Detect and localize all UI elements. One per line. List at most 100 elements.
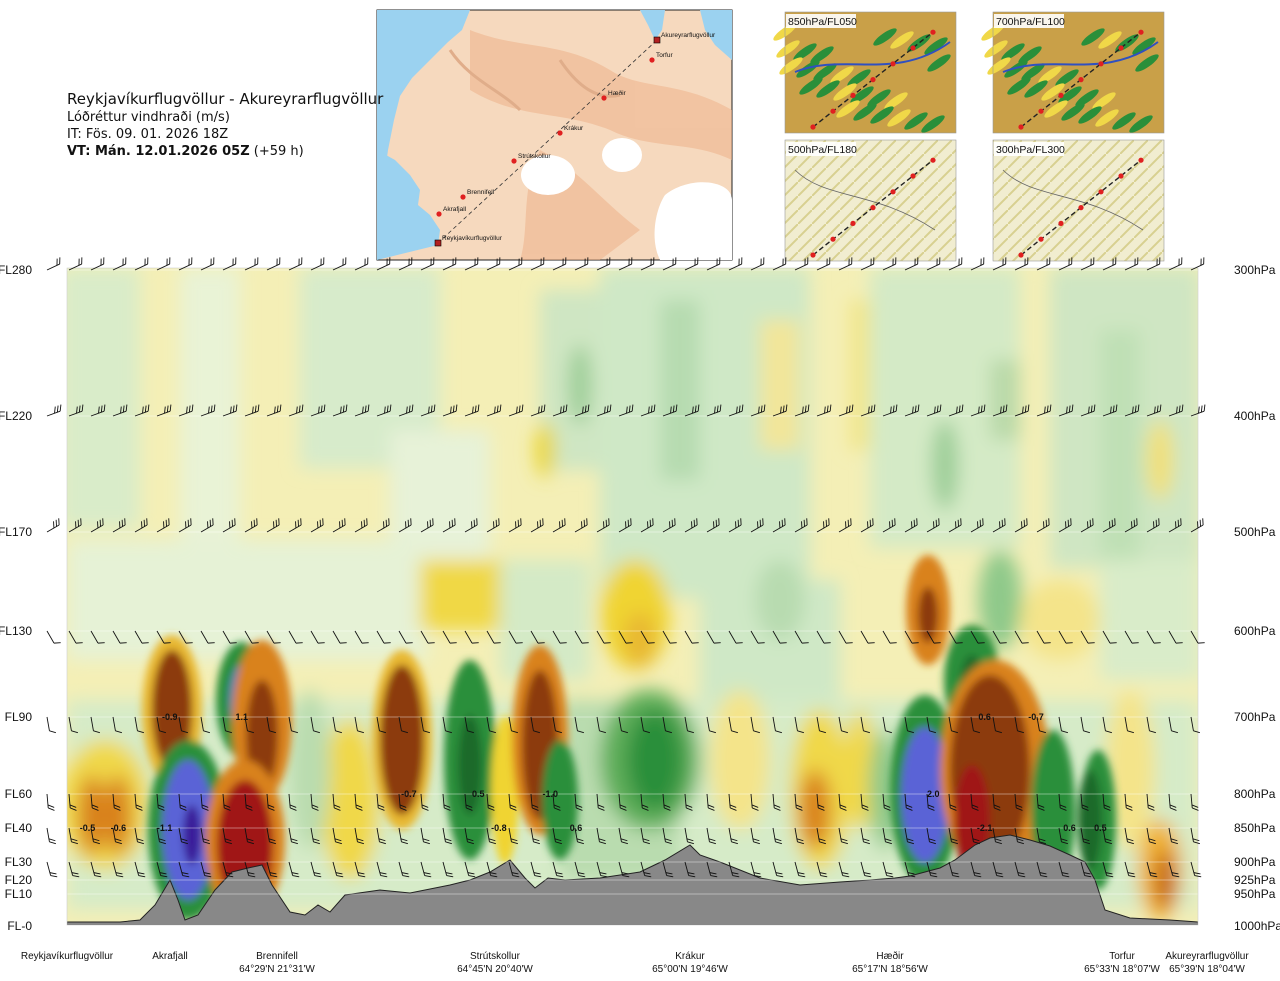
wind-barb: [816, 257, 831, 271]
wind-barb: [816, 861, 828, 878]
wind-barb: [684, 404, 700, 417]
waypoint-coord: 64°45'N 20°40'W: [457, 964, 533, 975]
wind-barb: [464, 827, 474, 845]
wind-barb: [244, 861, 256, 878]
wind-barb: [508, 518, 522, 533]
wind-barb: [222, 716, 232, 734]
wind-barb: [684, 793, 693, 811]
wind-barb: [794, 257, 809, 271]
wind-barb: [1124, 716, 1134, 734]
wind-barb: [816, 827, 826, 845]
wind-barb: [596, 861, 608, 878]
wind-barb: [926, 793, 935, 811]
wind-barb: [662, 630, 677, 644]
wind-barb: [508, 630, 523, 644]
wind-barb: [662, 716, 672, 734]
wind-barb: [640, 518, 654, 533]
wind-barb: [970, 257, 985, 271]
wind-barb: [420, 404, 436, 417]
wind-barb: [882, 716, 892, 734]
wind-barb: [156, 861, 168, 878]
wind-barb: [882, 404, 898, 417]
right-axis-label: 925hPa: [1234, 873, 1276, 887]
wind-barb: [750, 404, 766, 417]
wind-barb: [574, 518, 588, 533]
wind-barb: [1124, 827, 1134, 845]
map-station-label: Brennifell: [467, 189, 495, 196]
wind-barb: [1168, 257, 1183, 271]
wind-barb: [420, 257, 435, 271]
wind-barb: [46, 630, 61, 644]
wind-barb: [156, 404, 172, 417]
map-station-label: Hæðir: [608, 89, 627, 97]
wind-barb: [662, 257, 677, 271]
wind-barb: [112, 793, 121, 811]
wind-barb: [684, 716, 694, 734]
wind-barb: [266, 630, 281, 644]
wind-barb: [134, 257, 149, 271]
wind-barb: [1080, 793, 1089, 811]
wind-barb: [222, 827, 232, 845]
wind-barb: [706, 257, 721, 271]
contour-value-label: -2.1: [977, 823, 993, 833]
wind-barb: [266, 518, 280, 533]
wind-barb: [112, 257, 127, 271]
wind-barb: [860, 793, 869, 811]
wind-barb: [1190, 861, 1202, 878]
wind-barb: [970, 827, 980, 845]
right-axis: 300hPa 400hPa 500hPa 600hPa 700hPa 800hPa 850h…: [1234, 263, 1280, 933]
contour-value-label: 0.6: [570, 823, 583, 833]
wind-barb: [574, 793, 583, 811]
right-axis-label: 900hPa: [1234, 855, 1276, 869]
wind-barb: [1058, 716, 1068, 734]
wind-barb: [882, 630, 897, 644]
wind-barb: [926, 827, 936, 845]
waypoint-name: Brennifell: [256, 951, 298, 962]
wind-barb: [728, 630, 743, 644]
wind-barb: [530, 257, 545, 271]
wind-barb: [200, 716, 210, 734]
wind-barb: [574, 257, 589, 271]
wind-barb: [772, 861, 784, 878]
map-waypoint-marker: [557, 130, 563, 136]
wind-barb: [640, 793, 649, 811]
wind-barb: [90, 793, 99, 811]
wind-barb: [1168, 518, 1182, 533]
wind-barb: [508, 861, 520, 878]
wind-barb: [354, 793, 363, 811]
wind-barb: [244, 630, 259, 644]
map-waypoint-marker: [511, 158, 517, 164]
wind-barb: [464, 716, 474, 734]
wind-barb: [310, 257, 325, 271]
map-waypoint-marker: [436, 211, 442, 217]
waypoint-labels: Reykjavíkurflugvöllur Akrafjall Brennifell…: [21, 950, 1249, 975]
wind-barb: [618, 716, 628, 734]
wind-barb: [1058, 518, 1072, 533]
wind-barb: [134, 716, 144, 734]
wind-barb: [948, 518, 962, 533]
wind-barb: [1036, 827, 1046, 845]
wind-barb: [772, 793, 781, 811]
wind-barb: [882, 861, 894, 878]
wind-barb: [464, 257, 479, 271]
mini-map: 700hPa/FL100: [981, 11, 1165, 134]
map-waypoint-marker: [601, 95, 607, 101]
wind-barb: [1058, 793, 1067, 811]
right-axis-label: 850hPa: [1234, 821, 1276, 835]
wind-barb: [464, 404, 480, 417]
wind-barb: [970, 404, 986, 417]
wind-barb: [596, 518, 610, 533]
wind-barb: [750, 793, 759, 811]
wind-barb: [332, 404, 348, 417]
waypoint-coord: 65°17'N 18°56'W: [852, 964, 928, 975]
chart-title-block: Reykjavíkurflugvöllur - Akureyrarflugvöl…: [67, 90, 383, 160]
wind-barb: [530, 793, 539, 811]
wind-barb: [354, 861, 366, 878]
map-airport-marker: [653, 36, 661, 44]
wind-barb: [420, 861, 432, 878]
left-axis-label: FL220: [0, 409, 32, 423]
wind-barb: [332, 827, 342, 845]
wind-barb: [684, 827, 694, 845]
wind-barb: [222, 518, 236, 533]
wind-barb: [486, 404, 502, 417]
